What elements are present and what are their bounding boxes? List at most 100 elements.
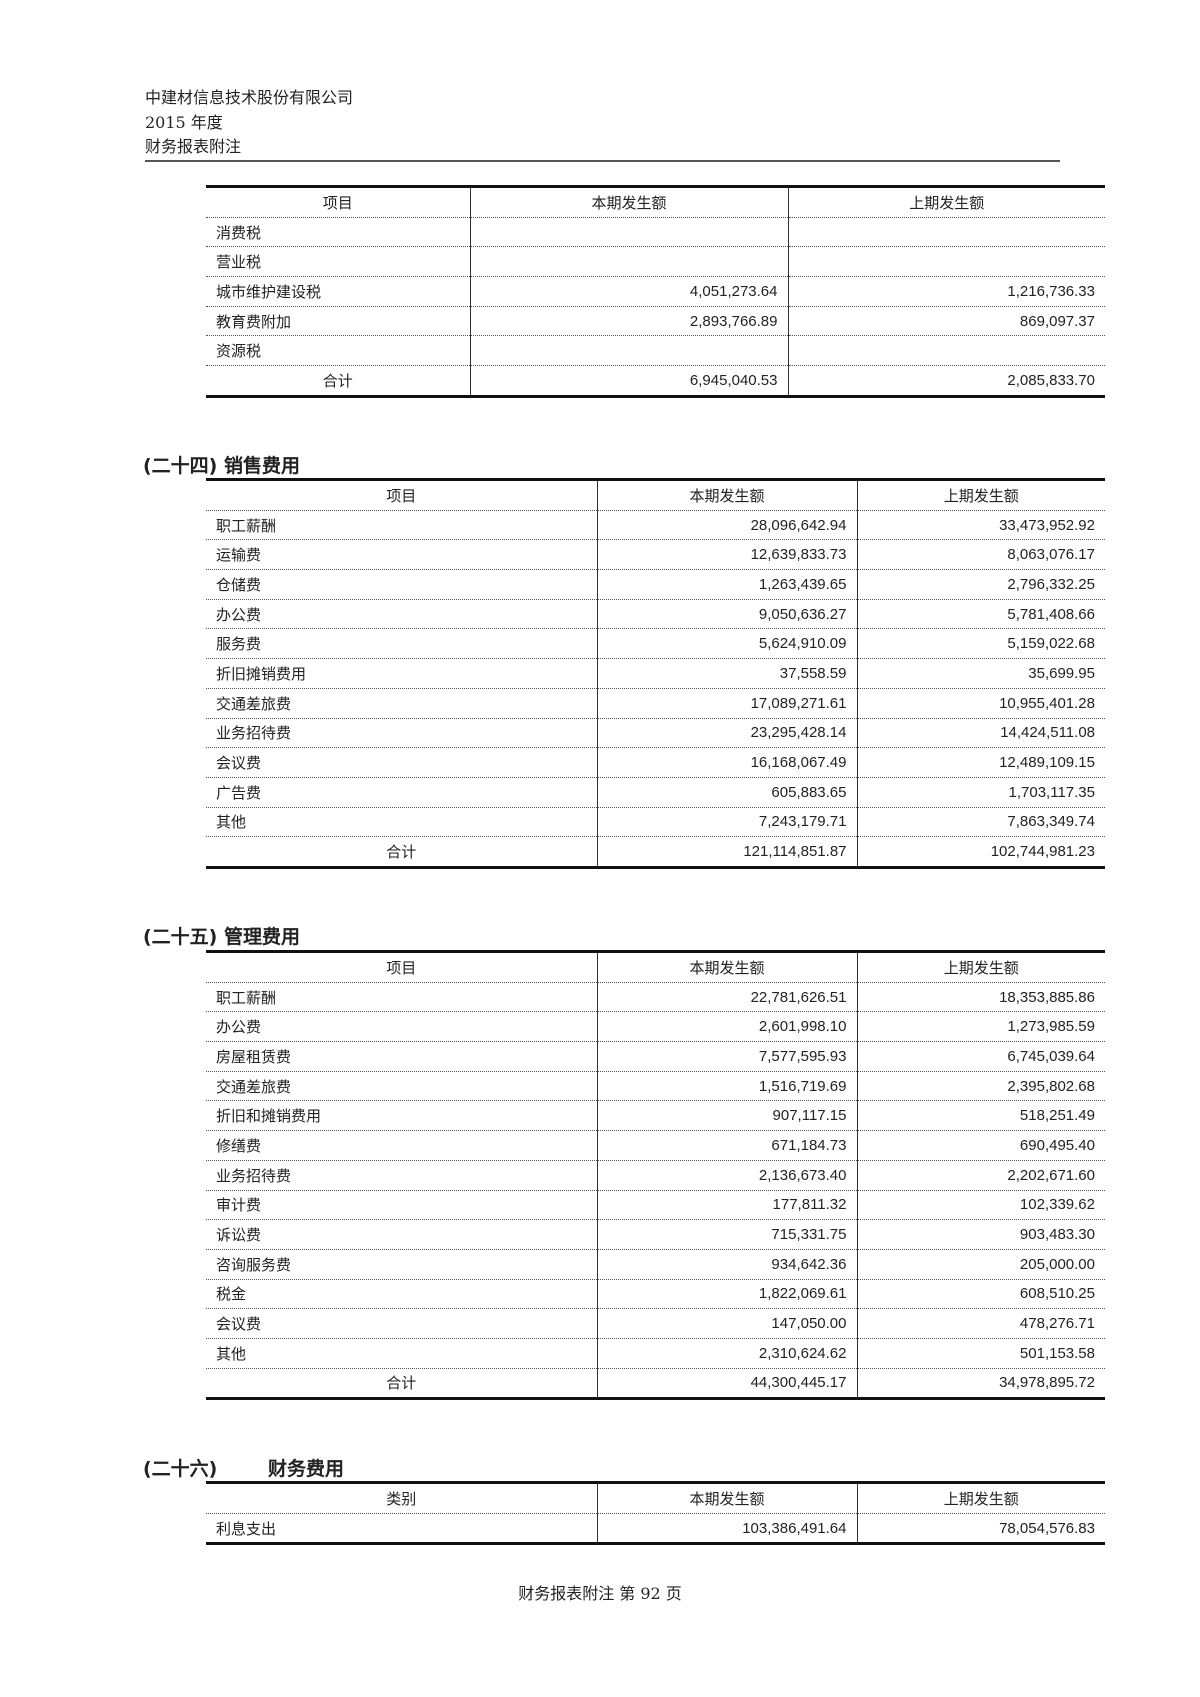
prior-period-amount: 1,273,985.59 [856, 1011, 1105, 1042]
table-row: 广告费 605,883.65 1,703,117.35 [206, 776, 1105, 808]
total-row: 合计 121,114,851.87 102,744,981.23 [206, 836, 1105, 868]
current-period-amount: 907,117.15 [596, 1100, 857, 1131]
prior-period-amount: 205,000.00 [856, 1248, 1105, 1280]
column-header: 本期发生额 [596, 951, 857, 983]
prior-period-amount [787, 246, 1105, 277]
page-footer: 财务报表附注 第 92 页 [518, 1584, 682, 1603]
current-period-amount: 44,300,445.17 [596, 1367, 857, 1399]
column-header: 上期发生额 [856, 951, 1105, 983]
section-heading-selling-expenses: (二十四) 销售费用 [143, 451, 300, 478]
current-period-amount: 12,639,833.73 [596, 539, 857, 570]
table-row: 运输费 12,639,833.73 8,063,076.17 [206, 539, 1105, 570]
prior-period-amount: 518,251.49 [856, 1100, 1105, 1131]
prior-period-amount: 18,353,885.86 [856, 981, 1105, 1012]
section-number: (二十六) [143, 1458, 218, 1480]
prior-period-amount: 78,054,576.83 [856, 1512, 1105, 1544]
current-period-amount [469, 216, 788, 247]
prior-period-amount: 903,483.30 [856, 1219, 1105, 1250]
item-name: 折旧和摊销费用 [206, 1100, 597, 1131]
admin-expenses-table: 项目 本期发生额 上期发生额 职工薪酬 22,781,626.51 18,353,885.… [206, 950, 1105, 1401]
current-period-amount: 605,883.65 [596, 776, 857, 808]
table-row: 诉讼费 715,331.75 903,483.30 [206, 1219, 1105, 1250]
prior-period-amount: 12,489,109.15 [856, 747, 1105, 778]
item-name: 教育费附加 [206, 305, 470, 336]
table-row: 业务招待费 23,295,428.14 14,424,511.08 [206, 717, 1105, 748]
item-name: 其他 [206, 1337, 597, 1369]
current-period-amount: 2,601,998.10 [596, 1011, 857, 1042]
table-row: 办公费 9,050,636.27 5,781,408.66 [206, 598, 1105, 629]
table-row: 会议费 16,168,067.49 12,489,109.15 [206, 747, 1105, 778]
table-row: 城市维护建设税 4,051,273.64 1,216,736.33 [206, 276, 1105, 307]
column-header: 上期发生额 [856, 479, 1105, 511]
prior-period-amount: 14,424,511.08 [856, 717, 1105, 748]
item-name: 职工薪酬 [206, 509, 597, 540]
table-row: 折旧和摊销费用 907,117.15 518,251.49 [206, 1100, 1105, 1131]
table-row: 咨询服务费 934,642.36 205,000.00 [206, 1248, 1105, 1280]
prior-period-amount: 2,796,332.25 [856, 569, 1105, 600]
item-name: 修缮费 [206, 1130, 597, 1161]
table-row: 其他 2,310,624.62 501,153.58 [206, 1337, 1105, 1369]
table-row: 消费税 [206, 216, 1105, 247]
taxes-surcharges-table: 项目 本期发生额 上期发生额 消费税 营业税 城市维护建设税 4,051,273.64 1,2… [206, 185, 1105, 398]
item-name: 诉讼费 [206, 1219, 597, 1250]
company-name: 中建材信息技术股份有限公司 [145, 88, 354, 107]
table-row: 折旧摊销费用 37,558.59 35,699.95 [206, 658, 1105, 689]
prior-period-amount: 2,085,833.70 [787, 365, 1105, 397]
table-header-row: 项目 本期发生额 上期发生额 [206, 951, 1105, 983]
table-header-row: 项目 本期发生额 上期发生额 [206, 186, 1105, 218]
table-header-row: 项目 本期发生额 上期发生额 [206, 479, 1105, 511]
prior-period-amount: 1,703,117.35 [856, 776, 1105, 808]
document-title: 财务报表附注 [145, 137, 242, 156]
current-period-amount: 22,781,626.51 [596, 981, 857, 1012]
table-row: 利息支出 103,386,491.64 78,054,576.83 [206, 1512, 1105, 1544]
item-name: 业务招待费 [206, 717, 597, 748]
item-name: 房屋租赁费 [206, 1041, 597, 1072]
prior-period-amount: 7,863,349.74 [856, 806, 1105, 837]
current-period-amount: 934,642.36 [596, 1248, 857, 1280]
item-name: 会议费 [206, 747, 597, 778]
column-header: 项目 [206, 186, 470, 218]
current-period-amount: 7,243,179.71 [596, 806, 857, 837]
item-name: 审计费 [206, 1189, 597, 1220]
table-row: 会议费 147,050.00 478,276.71 [206, 1308, 1105, 1339]
item-name: 其他 [206, 806, 597, 837]
current-period-amount: 177,811.32 [596, 1189, 857, 1220]
column-header: 本期发生额 [596, 1482, 857, 1514]
column-header: 本期发生额 [596, 479, 857, 511]
current-period-amount: 23,295,428.14 [596, 717, 857, 748]
prior-period-amount: 102,339.62 [856, 1189, 1105, 1220]
item-name: 运输费 [206, 539, 597, 570]
table-row: 修缮费 671,184.73 690,495.40 [206, 1130, 1105, 1161]
item-name: 会议费 [206, 1308, 597, 1339]
prior-period-amount: 6,745,039.64 [856, 1041, 1105, 1072]
current-period-amount [469, 246, 788, 277]
current-period-amount: 671,184.73 [596, 1130, 857, 1161]
table-row: 资源税 [206, 335, 1105, 366]
item-name: 合计 [206, 1367, 597, 1399]
item-name: 城市维护建设税 [206, 276, 470, 307]
table-row: 交通差旅费 17,089,271.61 10,955,401.28 [206, 687, 1105, 718]
item-name: 资源税 [206, 335, 470, 366]
prior-period-amount [787, 335, 1105, 366]
current-period-amount: 9,050,636.27 [596, 598, 857, 629]
current-period-amount: 121,114,851.87 [596, 836, 857, 868]
table-row: 其他 7,243,179.71 7,863,349.74 [206, 806, 1105, 837]
section-title: 管理费用 [224, 926, 301, 948]
current-period-amount: 28,096,642.94 [596, 509, 857, 540]
item-name: 交通差旅费 [206, 1070, 597, 1101]
current-period-amount: 2,310,624.62 [596, 1337, 857, 1369]
current-period-amount: 6,945,040.53 [469, 365, 788, 397]
table-row: 房屋租赁费 7,577,595.93 6,745,039.64 [206, 1041, 1105, 1072]
table-row: 审计费 177,811.32 102,339.62 [206, 1189, 1105, 1220]
table-row: 交通差旅费 1,516,719.69 2,395,802.68 [206, 1070, 1105, 1101]
section-number: (二十四) [143, 455, 218, 477]
total-row: 合计 44,300,445.17 34,978,895.72 [206, 1367, 1105, 1399]
item-name: 利息支出 [206, 1512, 597, 1544]
prior-period-amount: 10,955,401.28 [856, 687, 1105, 718]
section-title: 财务费用 [268, 1458, 345, 1480]
current-period-amount: 4,051,273.64 [469, 276, 788, 307]
prior-period-amount: 34,978,895.72 [856, 1367, 1105, 1399]
table-row: 教育费附加 2,893,766.89 869,097.37 [206, 305, 1105, 336]
item-name: 业务招待费 [206, 1159, 597, 1190]
prior-period-amount: 5,159,022.68 [856, 628, 1105, 659]
